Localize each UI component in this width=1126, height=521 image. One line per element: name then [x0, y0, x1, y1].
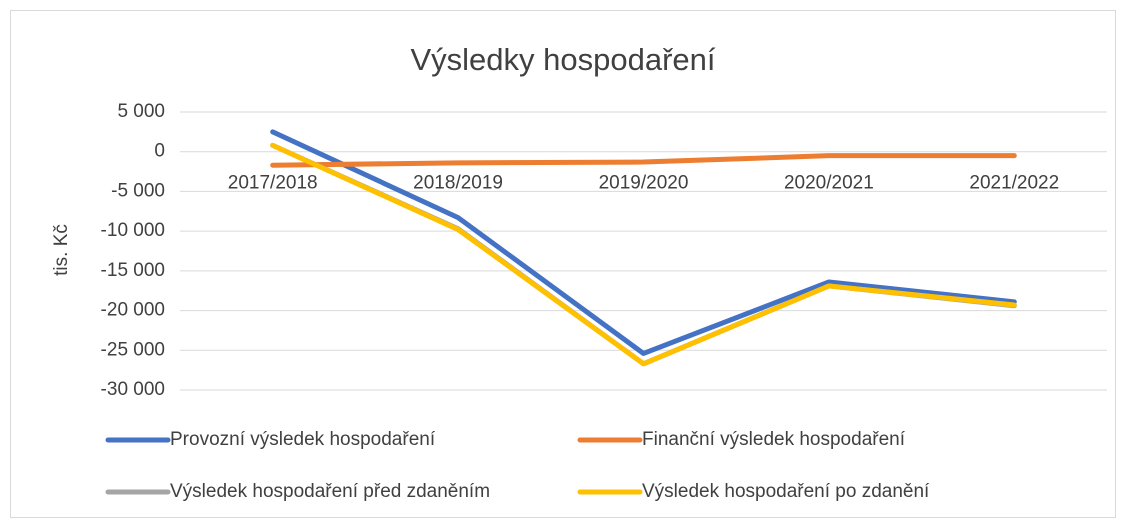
legend-label: Výsledek hospodaření před zdaněním [170, 481, 490, 502]
y-tick-label: -15 000 [101, 260, 165, 281]
x-tick-label: 2017/2018 [228, 173, 318, 194]
series-line [270, 153, 1017, 168]
y-tick-label: 5 000 [117, 101, 165, 122]
legend-label: Provozní výsledek hospodaření [170, 429, 436, 450]
y-tick-label: -10 000 [101, 220, 165, 241]
chart-border [10, 10, 1116, 518]
y-tick-label: 0 [154, 141, 165, 162]
y-tick-label: -5 000 [111, 180, 165, 201]
y-tick-label: -25 000 [101, 339, 165, 360]
x-tick-label: 2019/2020 [599, 173, 689, 194]
y-tick-label: -20 000 [101, 300, 165, 321]
y-axis-label: tis. Kč [51, 224, 72, 276]
series-line [270, 129, 1017, 356]
chart-title: Výsledky hospodaření [410, 42, 715, 77]
y-tick-label: -30 000 [101, 379, 165, 400]
series-line [270, 142, 1017, 367]
x-tick-label: 2018/2019 [413, 173, 503, 194]
x-tick-label: 2020/2021 [784, 173, 874, 194]
legend-label: Finanční výsledek hospodaření [642, 429, 906, 450]
x-tick-label: 2021/2022 [969, 173, 1059, 194]
legend-label: Výsledek hospodaření po zdanění [642, 481, 930, 502]
